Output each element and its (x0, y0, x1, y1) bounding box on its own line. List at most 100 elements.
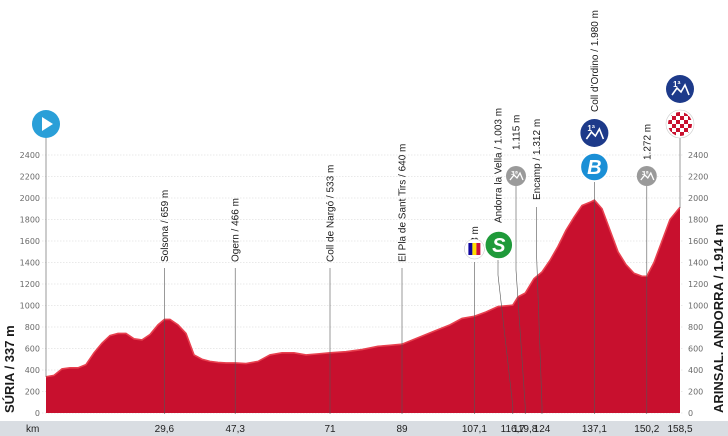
waypoint-line (536, 207, 543, 414)
waypoint-line (515, 186, 526, 414)
y-tick-label-left: 800 (25, 323, 40, 332)
km-mark-label: 124 (534, 424, 551, 435)
y-tick-label-right: 0 (688, 409, 693, 418)
cat3-circle (636, 166, 657, 186)
y-tick-label-left: 2400 (20, 151, 40, 160)
waypoint-label: Coll d'Ordino / 1.980 m (590, 10, 601, 112)
y-axis-left: 0 200 400 600 800 1000 1200 1400 1600 1800 2000 220… (20, 151, 40, 418)
mountain-icon (509, 171, 524, 181)
play-icon-triangle (42, 117, 53, 131)
y-tick-label-right: 1800 (688, 216, 708, 225)
waypoint-label: Solsona / 659 m (160, 190, 171, 262)
y-tick-label-right: 2200 (688, 173, 708, 182)
play-icon (32, 110, 60, 138)
andorra-flag-blue (468, 243, 473, 255)
cat1-circle (666, 75, 694, 103)
cat1-circle (580, 119, 609, 147)
y-tick-label-right: 600 (688, 345, 703, 354)
km-mark-label: 150,2 (634, 424, 659, 435)
y-tick-label-left: 200 (25, 388, 40, 397)
cat3-label: 3ª (511, 170, 518, 177)
checker-square (672, 124, 676, 128)
waypoint-label: Andorra la Vella / 1.003 m (494, 108, 505, 223)
km-mark-label: 71 (324, 424, 336, 435)
y-tick-label-right: 2000 (688, 194, 708, 203)
y-tick-label-left: 1600 (20, 237, 40, 246)
profile-fill (46, 200, 680, 413)
km-unit-label: km (26, 424, 39, 435)
mountain-icon (671, 83, 690, 96)
sprint-circle (484, 230, 514, 260)
y-tick-label-left: 2200 (20, 173, 40, 182)
y-tick-label-left: 1000 (20, 302, 40, 311)
km-mark-label: 137,1 (582, 424, 607, 435)
checker-square (668, 120, 672, 124)
checker-square (676, 128, 680, 132)
km-bar-background (0, 421, 728, 436)
waypoint-label: Encamp / 1.312 m (532, 119, 543, 200)
y-tick-label-left: 600 (25, 345, 40, 354)
waypoint-label: Ogern / 466 m (231, 198, 242, 262)
cat3-climb-icon: 3ª (636, 166, 657, 186)
km-mark-label: 116,7 (501, 424, 526, 435)
checker-square (668, 128, 672, 132)
bonus-circle (579, 152, 610, 182)
y-tick-label-right: 200 (688, 388, 703, 397)
cat1-climb-icon: 1ª (666, 75, 694, 103)
stage-markers: S 3ª 3ª 1ª B 1ª (32, 75, 695, 377)
checker-square (680, 132, 684, 136)
checker-square (680, 124, 684, 128)
mountain-icon (640, 171, 655, 181)
bonus-icon: B (579, 152, 610, 182)
checker-square (684, 112, 688, 116)
mountain-icon (585, 127, 605, 140)
y-tick-label-left: 1800 (20, 216, 40, 225)
km-mark-label: 29,6 (155, 424, 175, 435)
start-label: SÚRIA / 337 m (2, 325, 17, 413)
y-tick-label-left: 400 (25, 366, 40, 375)
y-tick-label-right: 1400 (688, 259, 708, 268)
cat3-climb-icon: 3ª (506, 166, 526, 186)
checker-square (672, 116, 676, 120)
cat3-label: 3ª (642, 170, 649, 177)
sprint-letter: S (492, 235, 506, 257)
y-tick-label-left: 1400 (20, 259, 40, 268)
y-tick-label-left: 1200 (20, 280, 40, 289)
waypoint-label: 1.272 m (642, 124, 653, 160)
finish-label: ARINSAL. ANDORRA / 1.914 m (711, 224, 726, 413)
y-tick-label-left: 0 (35, 409, 40, 418)
cat1-label: 1ª (673, 80, 680, 89)
y-axis-right: 0 200 400 600 800 1000 1200 1400 1600 1800 2000 220… (688, 151, 708, 418)
checker-square (688, 116, 692, 120)
checker-square (684, 128, 688, 132)
y-tick-label-right: 1200 (688, 280, 708, 289)
andorra-flag-yellow (472, 243, 477, 255)
profile-line (45, 199, 681, 378)
y-tick-label-right: 400 (688, 366, 703, 375)
km-mark-label: 119,8 (513, 424, 538, 435)
km-mark-label: 47,3 (225, 424, 245, 435)
km-mark-label: 107,1 (462, 424, 487, 435)
km-mark-label: 158,5 (667, 424, 692, 435)
checker-square (680, 116, 684, 120)
y-tick-label-right: 2400 (688, 151, 708, 160)
waypoint-line (497, 260, 514, 414)
cat1-climb-icon: 1ª (580, 119, 609, 147)
waypoint-label: Coll de Nargó / 533 m (326, 165, 337, 262)
checker-square (676, 120, 680, 124)
bonus-letter: B (587, 157, 601, 179)
cat1-label: 1ª (587, 124, 594, 133)
checker-square (676, 112, 680, 116)
checker-square (672, 132, 676, 136)
checker-square (684, 120, 688, 124)
checkered-flag-icon (665, 109, 695, 139)
y-tick-label-right: 1000 (688, 302, 708, 311)
andorra-flag-icon (464, 238, 485, 260)
cat3-circle (506, 166, 526, 186)
waypoint-label: El Pla de Sant Tirs / 640 m (398, 144, 409, 262)
waypoint-label: 1.115 m (512, 115, 523, 150)
y-tick-label-right: 800 (688, 323, 703, 332)
